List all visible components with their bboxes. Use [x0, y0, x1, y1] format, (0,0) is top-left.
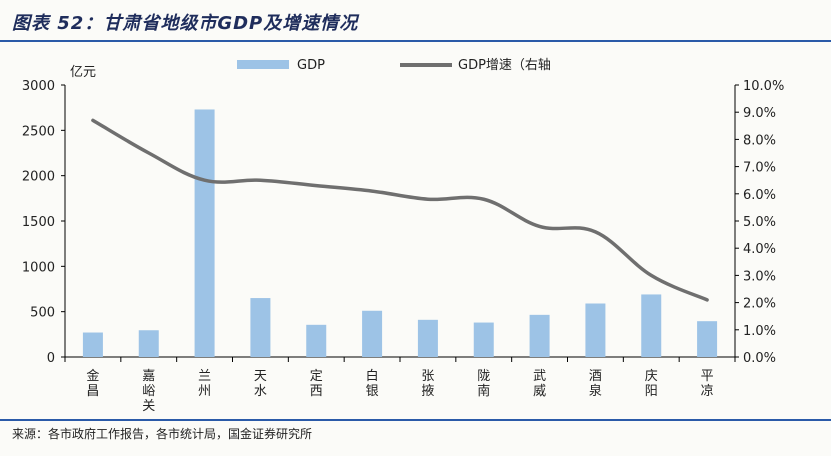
category-label: 平: [701, 369, 714, 384]
category-label: 西: [310, 384, 323, 399]
gdp-bar: [306, 324, 327, 357]
chart: 0 500 1000 1500 2000 2500 3000 亿元 0.0% 1.0% 2.0% 3.…: [22, 58, 784, 414]
category-label: 定: [310, 369, 323, 384]
right-tick-label: 10.0%: [743, 79, 784, 94]
left-tick-label: 1000: [22, 260, 55, 275]
category-label: 陇: [477, 369, 490, 384]
category-label: 南: [477, 383, 490, 399]
source-rule: [0, 419, 831, 421]
legend-growth-label: GDP增速（右轴: [458, 58, 551, 73]
gdp-bar: [417, 319, 438, 357]
right-tick-label: 2.0%: [743, 297, 776, 312]
gdp-bar: [473, 322, 494, 357]
category-label: 天: [254, 369, 267, 384]
category-label: 威: [533, 384, 546, 399]
source-note: 来源：各市政府工作报告，各市统计局，国金证券研究所: [12, 427, 313, 441]
category-label: 酒: [589, 369, 602, 384]
gdp-bar: [194, 109, 215, 357]
category-label: 掖: [421, 384, 434, 399]
category-label: 张: [421, 369, 434, 384]
category-label: 水: [254, 384, 267, 399]
right-tick-label: 7.0%: [743, 161, 776, 176]
right-tick-label: 6.0%: [743, 188, 776, 203]
category-label: 庆: [645, 369, 658, 384]
gdp-bar: [585, 303, 606, 357]
category-label: 阳: [645, 384, 658, 399]
category-label: 嘉: [142, 369, 155, 384]
left-tick-label: 1500: [22, 215, 55, 230]
gdp-bar: [641, 294, 662, 357]
legend-gdp-label: GDP: [297, 58, 325, 73]
gdp-bar: [250, 298, 271, 357]
right-tick-label: 3.0%: [743, 269, 776, 284]
category-label: 兰: [198, 369, 211, 384]
category-label: 白: [366, 368, 379, 384]
gdp-bar: [82, 332, 103, 357]
category-label: 峪: [142, 384, 155, 399]
category-label: 州: [198, 384, 211, 399]
legend-gdp-swatch: [237, 60, 289, 69]
left-tick-label: 500: [30, 306, 55, 321]
right-tick-label: 8.0%: [743, 133, 776, 148]
left-tick-label: 2000: [22, 170, 55, 185]
category-label: 金: [86, 368, 99, 384]
category-label: 凉: [701, 384, 714, 399]
category-label: 泉: [589, 383, 602, 399]
left-tick-label: 2500: [22, 124, 55, 139]
gdp-bar: [138, 330, 159, 357]
gdp-growth-line: [91, 118, 709, 302]
right-tick-label: 4.0%: [743, 242, 776, 257]
right-tick-label: 1.0%: [743, 324, 776, 339]
gdp-bar: [529, 314, 550, 357]
gdp-bar: [362, 310, 383, 357]
y-axis-label: 亿元: [70, 65, 96, 80]
right-tick-label: 9.0%: [743, 106, 776, 121]
right-tick-label: 5.0%: [743, 215, 776, 230]
category-label: 武: [533, 369, 546, 384]
left-tick-label: 0: [47, 351, 55, 366]
category-label: 银: [366, 384, 379, 399]
chart-title: 图表 52：甘肃省地级市GDP及增速情况: [12, 13, 359, 34]
right-tick-label: 0.0%: [743, 351, 776, 366]
category-label: 关: [142, 399, 155, 414]
left-tick-label: 3000: [22, 79, 55, 94]
gdp-bar: [697, 321, 718, 357]
category-label: 昌: [86, 384, 99, 399]
title-rule: [0, 40, 831, 42]
